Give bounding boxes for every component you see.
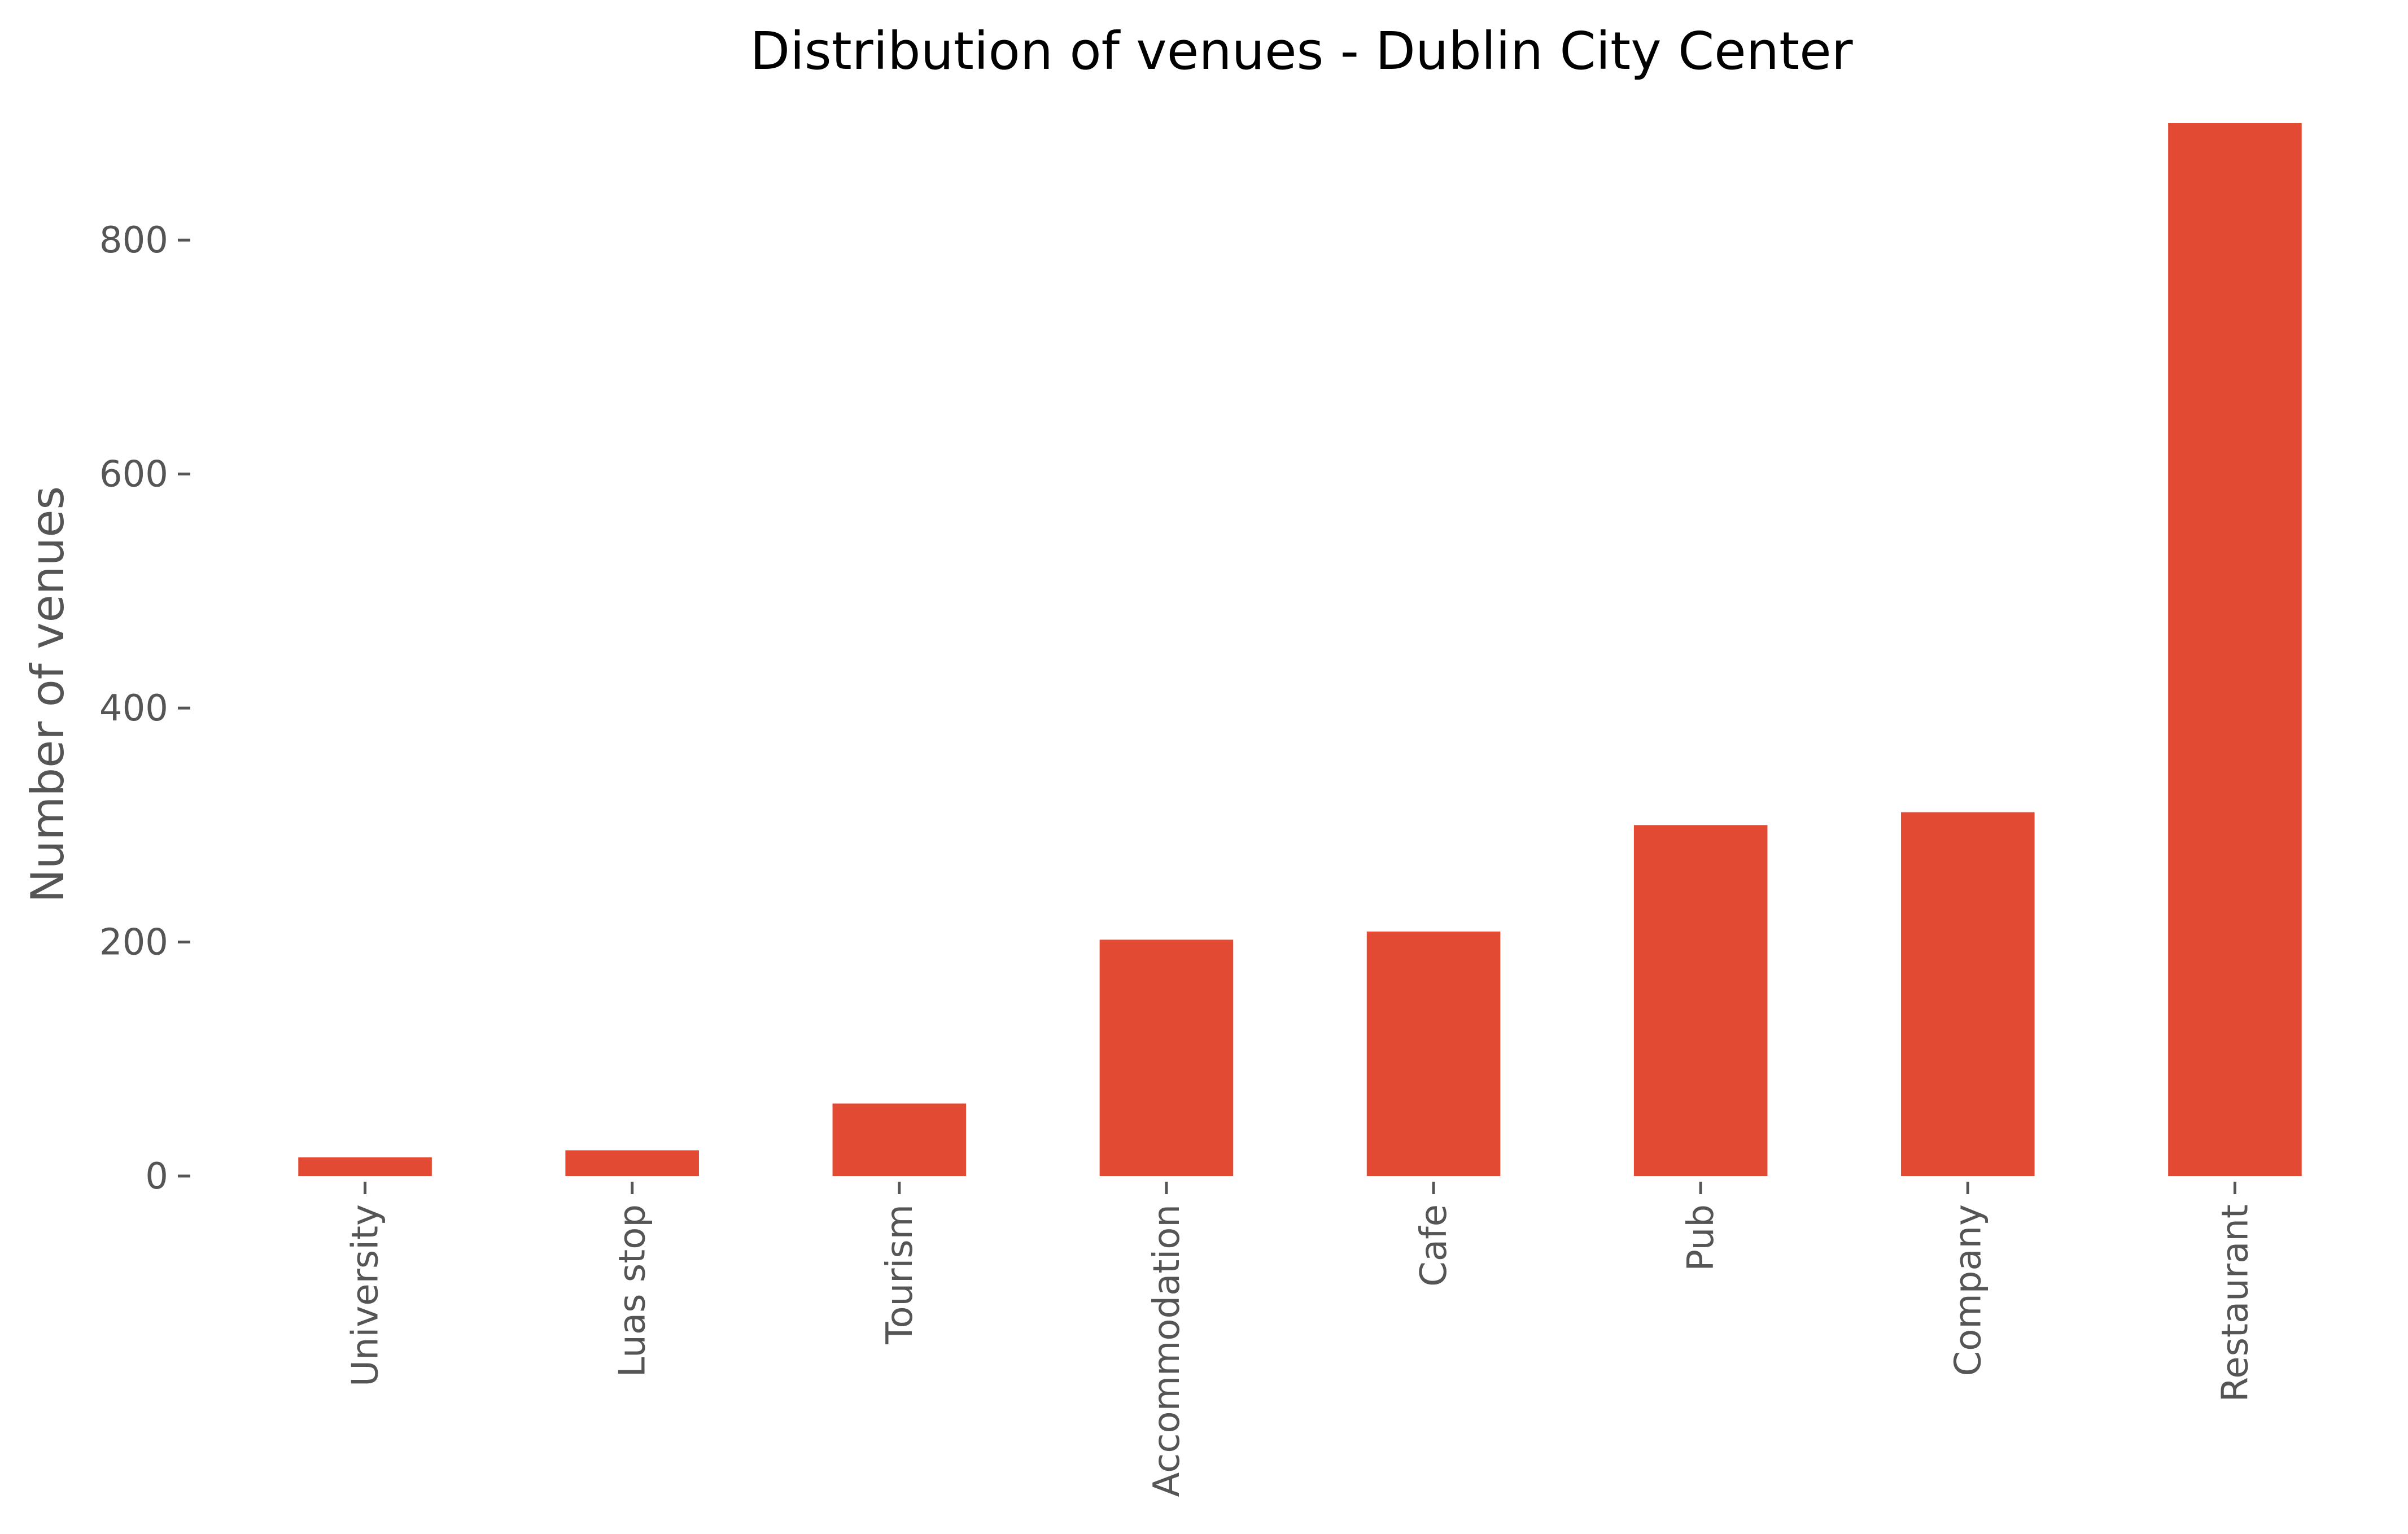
bar-cafe	[1366, 931, 1501, 1176]
x-tick-label: Pub	[1680, 1204, 1722, 1271]
x-tick-label: Company	[1947, 1204, 1989, 1376]
x-axis: University Luas stop Tourism Accommodation C…	[345, 1182, 2256, 1497]
bar-accommodation	[1099, 939, 1234, 1176]
x-tick-label: Accommodation	[1146, 1204, 1188, 1497]
bar-tourism	[832, 1103, 967, 1176]
x-tick-label: University	[345, 1204, 387, 1387]
plot-area	[298, 123, 2302, 1176]
y-tick-label: 400	[99, 688, 168, 729]
bar-luas-stop	[565, 1150, 699, 1176]
y-tick-label: 0	[145, 1156, 168, 1198]
bar-company	[1901, 812, 2035, 1176]
y-axis: 0 200 400 600 800	[99, 220, 190, 1198]
y-tick-label: 600	[99, 454, 168, 496]
x-tick-label: Restaurant	[2214, 1204, 2256, 1402]
x-tick-label: Luas stop	[612, 1204, 654, 1377]
x-tick-label: Cafe	[1413, 1204, 1455, 1287]
y-tick-label: 800	[99, 220, 168, 261]
y-axis-label: Number of venues	[21, 486, 74, 903]
bar-university	[298, 1157, 432, 1176]
x-tick-label: Tourism	[879, 1204, 921, 1345]
y-tick-label: 200	[99, 922, 168, 964]
bar-pub	[1633, 825, 1768, 1176]
bar-restaurant	[2168, 123, 2302, 1176]
chart-title: Distribution of venues - Dublin City Cen…	[750, 21, 1852, 81]
